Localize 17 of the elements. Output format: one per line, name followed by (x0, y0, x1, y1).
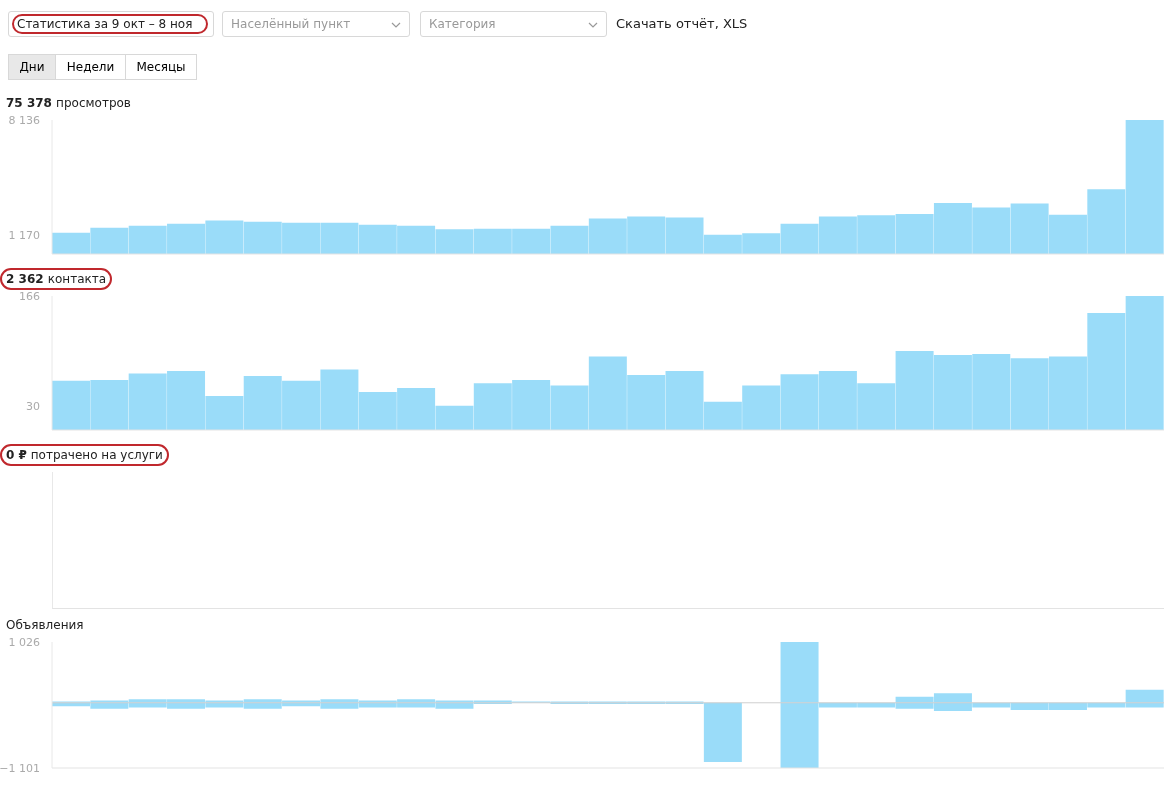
y-tick-label: 30 (26, 399, 40, 413)
text: Месяцы (125, 54, 197, 80)
y-tick-label: 166 (19, 289, 40, 303)
chart-title: 2 362 контакта (6, 272, 107, 286)
text: Скачать отчёт, XLS (616, 16, 748, 31)
text: 0 ₽ потрачено на услуги (6, 448, 163, 462)
text: Статистика за 9 окт – 8 ноя (8, 11, 214, 37)
y-tick-label: 8 136 (8, 113, 40, 127)
text: Недели (55, 54, 126, 80)
y-tick-label: 1 026 (8, 635, 40, 649)
chart-title: Объявления (6, 618, 84, 632)
y-tick-label: −1 101 (0, 761, 40, 775)
text: Дни (8, 54, 56, 80)
text: Населённый пункт (222, 11, 410, 37)
text: Категория (420, 11, 607, 37)
chart-title: 75 378 просмотров (6, 96, 131, 110)
y-tick-label: 1 170 (8, 228, 40, 242)
